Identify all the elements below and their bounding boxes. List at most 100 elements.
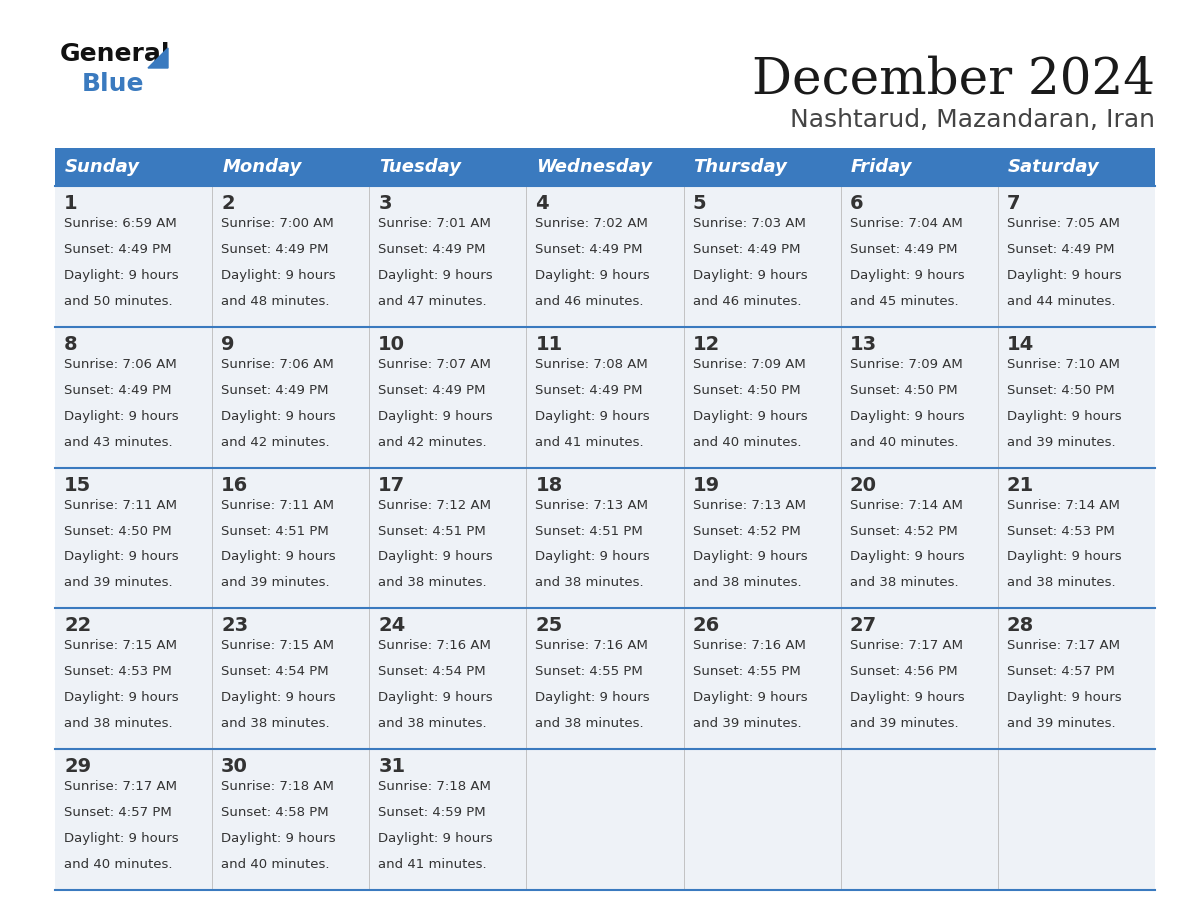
- Bar: [213, 609, 369, 749]
- Text: and 42 minutes.: and 42 minutes.: [221, 435, 330, 449]
- Text: Daylight: 9 hours: Daylight: 9 hours: [221, 551, 336, 564]
- Text: 28: 28: [1007, 616, 1034, 635]
- Text: Sunset: 4:51 PM: Sunset: 4:51 PM: [536, 524, 643, 538]
- Text: Sunrise: 7:18 AM: Sunrise: 7:18 AM: [221, 780, 334, 793]
- Text: 26: 26: [693, 616, 720, 635]
- Bar: [998, 327, 1155, 467]
- Text: Saturday: Saturday: [1007, 158, 1100, 176]
- Text: Sunset: 4:49 PM: Sunset: 4:49 PM: [536, 243, 643, 256]
- Text: Sunrise: 7:03 AM: Sunrise: 7:03 AM: [693, 217, 805, 230]
- Text: Sunset: 4:49 PM: Sunset: 4:49 PM: [693, 243, 800, 256]
- Text: Sunrise: 6:59 AM: Sunrise: 6:59 AM: [64, 217, 177, 230]
- Text: Monday: Monday: [222, 158, 302, 176]
- Text: and 38 minutes.: and 38 minutes.: [536, 577, 644, 589]
- Text: and 38 minutes.: and 38 minutes.: [378, 577, 487, 589]
- Text: Sunrise: 7:13 AM: Sunrise: 7:13 AM: [536, 498, 649, 511]
- Text: Sunset: 4:50 PM: Sunset: 4:50 PM: [693, 384, 801, 397]
- Text: 4: 4: [536, 194, 549, 213]
- Text: Sunrise: 7:06 AM: Sunrise: 7:06 AM: [64, 358, 177, 371]
- Bar: [213, 327, 369, 467]
- Bar: [369, 467, 526, 609]
- Bar: [526, 749, 683, 890]
- Text: Sunrise: 7:18 AM: Sunrise: 7:18 AM: [378, 780, 491, 793]
- Text: Daylight: 9 hours: Daylight: 9 hours: [221, 832, 336, 845]
- Text: Blue: Blue: [82, 72, 145, 96]
- Text: Sunset: 4:49 PM: Sunset: 4:49 PM: [378, 384, 486, 397]
- Bar: [369, 609, 526, 749]
- Text: Daylight: 9 hours: Daylight: 9 hours: [536, 691, 650, 704]
- Text: 24: 24: [378, 616, 405, 635]
- Text: Daylight: 9 hours: Daylight: 9 hours: [64, 269, 178, 282]
- Text: Daylight: 9 hours: Daylight: 9 hours: [693, 691, 807, 704]
- Text: Daylight: 9 hours: Daylight: 9 hours: [693, 269, 807, 282]
- Bar: [526, 148, 683, 186]
- Text: Daylight: 9 hours: Daylight: 9 hours: [221, 269, 336, 282]
- Text: Sunset: 4:50 PM: Sunset: 4:50 PM: [1007, 384, 1114, 397]
- Text: Sunset: 4:49 PM: Sunset: 4:49 PM: [64, 243, 171, 256]
- Text: Sunrise: 7:10 AM: Sunrise: 7:10 AM: [1007, 358, 1120, 371]
- Text: 18: 18: [536, 476, 563, 495]
- Text: Sunday: Sunday: [65, 158, 140, 176]
- Text: Sunset: 4:57 PM: Sunset: 4:57 PM: [1007, 666, 1114, 678]
- Text: December 2024: December 2024: [752, 55, 1155, 105]
- Bar: [683, 327, 841, 467]
- Text: Sunset: 4:52 PM: Sunset: 4:52 PM: [693, 524, 801, 538]
- Bar: [213, 186, 369, 327]
- Text: Sunrise: 7:01 AM: Sunrise: 7:01 AM: [378, 217, 491, 230]
- Bar: [841, 467, 998, 609]
- Text: Sunset: 4:54 PM: Sunset: 4:54 PM: [221, 666, 329, 678]
- Bar: [841, 327, 998, 467]
- Bar: [683, 148, 841, 186]
- Text: 9: 9: [221, 335, 235, 353]
- Text: 19: 19: [693, 476, 720, 495]
- Text: Friday: Friday: [851, 158, 912, 176]
- Text: Sunrise: 7:17 AM: Sunrise: 7:17 AM: [64, 780, 177, 793]
- Text: Sunset: 4:59 PM: Sunset: 4:59 PM: [378, 806, 486, 819]
- Text: Sunrise: 7:00 AM: Sunrise: 7:00 AM: [221, 217, 334, 230]
- Text: Sunset: 4:50 PM: Sunset: 4:50 PM: [849, 384, 958, 397]
- Bar: [55, 749, 213, 890]
- Text: Sunrise: 7:02 AM: Sunrise: 7:02 AM: [536, 217, 649, 230]
- Text: Daylight: 9 hours: Daylight: 9 hours: [693, 409, 807, 422]
- Bar: [841, 749, 998, 890]
- Text: Sunset: 4:53 PM: Sunset: 4:53 PM: [64, 666, 172, 678]
- Text: Sunrise: 7:16 AM: Sunrise: 7:16 AM: [693, 640, 805, 653]
- Text: Daylight: 9 hours: Daylight: 9 hours: [378, 551, 493, 564]
- Bar: [841, 609, 998, 749]
- Bar: [841, 148, 998, 186]
- Text: 5: 5: [693, 194, 706, 213]
- Text: and 39 minutes.: and 39 minutes.: [221, 577, 330, 589]
- Text: Sunset: 4:56 PM: Sunset: 4:56 PM: [849, 666, 958, 678]
- Text: Daylight: 9 hours: Daylight: 9 hours: [378, 409, 493, 422]
- Text: 10: 10: [378, 335, 405, 353]
- Text: Nashtarud, Mazandaran, Iran: Nashtarud, Mazandaran, Iran: [790, 108, 1155, 132]
- Bar: [526, 186, 683, 327]
- Text: Sunrise: 7:11 AM: Sunrise: 7:11 AM: [221, 498, 334, 511]
- Text: Sunrise: 7:06 AM: Sunrise: 7:06 AM: [221, 358, 334, 371]
- Text: Sunrise: 7:09 AM: Sunrise: 7:09 AM: [693, 358, 805, 371]
- Text: Sunset: 4:55 PM: Sunset: 4:55 PM: [693, 666, 801, 678]
- Text: 11: 11: [536, 335, 563, 353]
- Text: 3: 3: [378, 194, 392, 213]
- Text: Tuesday: Tuesday: [379, 158, 461, 176]
- Text: Sunset: 4:57 PM: Sunset: 4:57 PM: [64, 806, 172, 819]
- Bar: [683, 609, 841, 749]
- Text: and 39 minutes.: and 39 minutes.: [64, 577, 172, 589]
- Text: 8: 8: [64, 335, 77, 353]
- Text: Sunset: 4:49 PM: Sunset: 4:49 PM: [849, 243, 958, 256]
- Text: Sunrise: 7:15 AM: Sunrise: 7:15 AM: [64, 640, 177, 653]
- Text: Sunrise: 7:17 AM: Sunrise: 7:17 AM: [1007, 640, 1120, 653]
- Bar: [369, 148, 526, 186]
- Text: and 38 minutes.: and 38 minutes.: [1007, 577, 1116, 589]
- Bar: [55, 186, 213, 327]
- Bar: [526, 467, 683, 609]
- Text: 29: 29: [64, 757, 91, 777]
- Text: Daylight: 9 hours: Daylight: 9 hours: [1007, 551, 1121, 564]
- Text: Sunset: 4:49 PM: Sunset: 4:49 PM: [221, 243, 329, 256]
- Text: Daylight: 9 hours: Daylight: 9 hours: [849, 269, 965, 282]
- Text: and 47 minutes.: and 47 minutes.: [378, 295, 487, 308]
- Bar: [998, 749, 1155, 890]
- Bar: [998, 609, 1155, 749]
- Text: Sunset: 4:55 PM: Sunset: 4:55 PM: [536, 666, 643, 678]
- Text: Daylight: 9 hours: Daylight: 9 hours: [64, 409, 178, 422]
